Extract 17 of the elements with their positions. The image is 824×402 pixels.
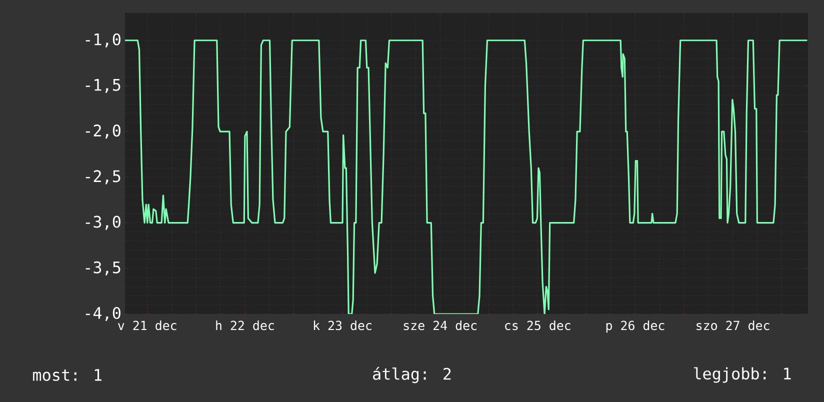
x-tick-label: v 21 dec [118,320,176,330]
x-tick-label: k 23 dec [314,320,372,330]
y-tick-label: -2,5 [86,170,120,184]
y-tick-label: -4,0 [86,306,120,322]
text: átlag: 2 [373,366,451,384]
y-tick-label: -2,0 [86,124,120,139]
y-tick-label: -3,0 [86,216,120,230]
x-tick-label: p 26 dec [606,320,664,333]
x-tick-label: szo 27 dec [696,320,770,330]
y-tick-label: -1,0 [86,33,120,48]
x-tick-label: h 22 dec [216,320,274,330]
text: most: 1 [33,369,102,381]
x-tick-label: cs 25 dec [505,320,570,330]
x-tick-label: sze 24 dec [404,320,477,330]
text: legjobb: 1 [694,367,791,383]
y-tick-label: -3,5 [86,261,120,276]
y-tick-label: -1,5 [86,79,120,93]
